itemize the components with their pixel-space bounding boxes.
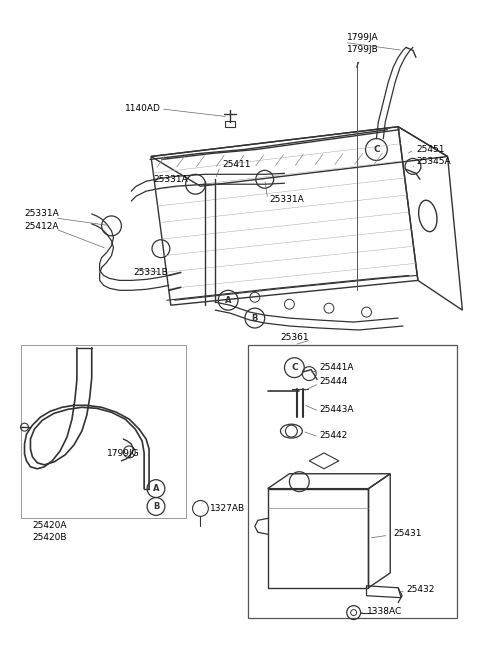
Text: 25432: 25432	[406, 586, 434, 594]
Text: C: C	[373, 145, 380, 154]
Text: 1799JA: 1799JA	[347, 33, 378, 42]
Text: 25331B: 25331B	[133, 268, 168, 277]
Text: A: A	[153, 484, 159, 493]
Text: 1140AD: 1140AD	[125, 104, 161, 113]
Text: 25361: 25361	[280, 333, 309, 343]
Text: 25441A: 25441A	[319, 363, 354, 372]
Text: 25411: 25411	[222, 160, 251, 169]
Text: 25331A: 25331A	[153, 175, 188, 184]
Text: C: C	[291, 363, 298, 372]
Text: 25442: 25442	[319, 430, 348, 440]
Text: 1799JG: 1799JG	[107, 449, 139, 458]
Text: 25443A: 25443A	[319, 405, 354, 414]
Text: 25444: 25444	[319, 377, 348, 386]
Text: 1327AB: 1327AB	[210, 504, 245, 513]
Text: B: B	[153, 502, 159, 511]
Text: 25451: 25451	[416, 145, 444, 154]
Text: 1799JB: 1799JB	[347, 45, 379, 54]
Text: 25431: 25431	[393, 529, 422, 538]
Text: 25420A: 25420A	[33, 521, 67, 530]
Text: 25331A: 25331A	[270, 195, 304, 204]
Text: B: B	[252, 314, 258, 322]
Text: 25345A: 25345A	[416, 157, 451, 166]
Text: 25331A: 25331A	[24, 210, 59, 219]
Text: 1338AC: 1338AC	[367, 607, 402, 616]
Text: 25412A: 25412A	[24, 222, 59, 231]
Text: A: A	[225, 296, 231, 305]
Text: 25420B: 25420B	[33, 533, 67, 542]
